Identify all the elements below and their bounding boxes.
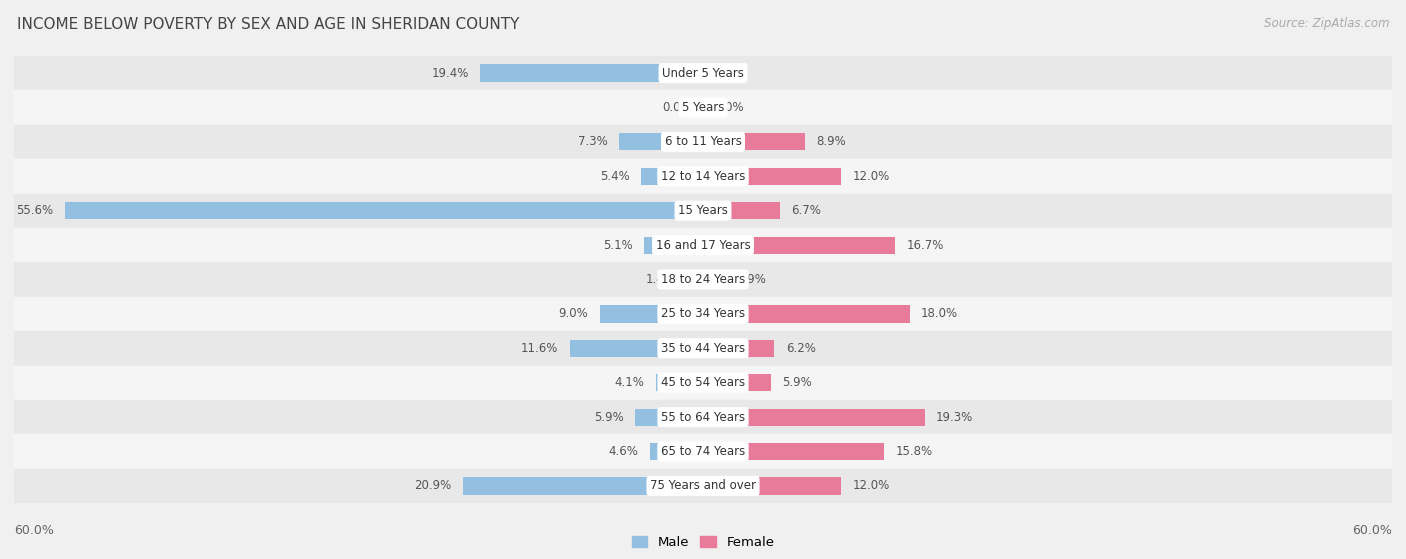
Text: 12.0%: 12.0% xyxy=(852,170,890,183)
Text: 60.0%: 60.0% xyxy=(14,524,53,537)
Bar xyxy=(14,434,1392,468)
Bar xyxy=(641,168,703,185)
Text: 6.2%: 6.2% xyxy=(786,342,815,355)
Bar xyxy=(14,366,1392,400)
Bar xyxy=(703,133,806,150)
Bar xyxy=(650,443,703,460)
Bar xyxy=(703,271,725,288)
Text: 12.0%: 12.0% xyxy=(852,480,890,492)
Text: 15.8%: 15.8% xyxy=(896,445,934,458)
Text: 5.9%: 5.9% xyxy=(782,376,813,389)
Text: 4.1%: 4.1% xyxy=(614,376,644,389)
Bar xyxy=(619,133,703,150)
Bar xyxy=(14,262,1392,297)
Bar xyxy=(657,374,703,391)
Bar xyxy=(703,202,780,219)
Bar xyxy=(703,443,884,460)
Text: 9.0%: 9.0% xyxy=(558,307,588,320)
Text: 45 to 54 Years: 45 to 54 Years xyxy=(661,376,745,389)
Text: 18.0%: 18.0% xyxy=(921,307,959,320)
Text: 4.6%: 4.6% xyxy=(609,445,638,458)
Text: 55 to 64 Years: 55 to 64 Years xyxy=(661,411,745,424)
Bar xyxy=(481,64,703,82)
Bar xyxy=(14,468,1392,503)
Bar xyxy=(599,305,703,323)
Text: 25 to 34 Years: 25 to 34 Years xyxy=(661,307,745,320)
Bar xyxy=(14,331,1392,366)
Bar xyxy=(703,236,894,254)
Text: 35 to 44 Years: 35 to 44 Years xyxy=(661,342,745,355)
Bar xyxy=(703,305,910,323)
Text: 16.7%: 16.7% xyxy=(907,239,943,252)
Text: INCOME BELOW POVERTY BY SEX AND AGE IN SHERIDAN COUNTY: INCOME BELOW POVERTY BY SEX AND AGE IN S… xyxy=(17,17,519,32)
Text: 75 Years and over: 75 Years and over xyxy=(650,480,756,492)
Text: 18 to 24 Years: 18 to 24 Years xyxy=(661,273,745,286)
Text: 6.7%: 6.7% xyxy=(792,204,821,217)
Bar xyxy=(14,91,1392,125)
Bar xyxy=(703,477,841,495)
Text: 19.3%: 19.3% xyxy=(936,411,973,424)
Bar xyxy=(688,271,703,288)
Bar xyxy=(636,409,703,426)
Bar xyxy=(569,340,703,357)
Bar xyxy=(703,374,770,391)
Bar xyxy=(463,477,703,495)
Text: 15 Years: 15 Years xyxy=(678,204,728,217)
Text: 16 and 17 Years: 16 and 17 Years xyxy=(655,239,751,252)
Text: 5.9%: 5.9% xyxy=(593,411,624,424)
Text: 6 to 11 Years: 6 to 11 Years xyxy=(665,135,741,148)
Text: 0.0%: 0.0% xyxy=(714,101,744,114)
Text: 1.4%: 1.4% xyxy=(645,273,675,286)
Bar xyxy=(703,168,841,185)
Bar xyxy=(14,400,1392,434)
Bar xyxy=(14,159,1392,193)
Bar xyxy=(65,202,703,219)
Bar xyxy=(14,193,1392,228)
Text: 1.9%: 1.9% xyxy=(737,273,766,286)
Bar xyxy=(703,409,925,426)
Legend: Male, Female: Male, Female xyxy=(626,531,780,555)
Text: 5.4%: 5.4% xyxy=(600,170,630,183)
Text: 7.3%: 7.3% xyxy=(578,135,607,148)
Bar xyxy=(14,297,1392,331)
Bar xyxy=(14,56,1392,91)
Text: 0.0%: 0.0% xyxy=(662,101,692,114)
Bar xyxy=(703,340,775,357)
Text: 19.4%: 19.4% xyxy=(432,67,468,79)
Text: 8.9%: 8.9% xyxy=(817,135,846,148)
Text: 12 to 14 Years: 12 to 14 Years xyxy=(661,170,745,183)
Text: 11.6%: 11.6% xyxy=(522,342,558,355)
Text: 5.1%: 5.1% xyxy=(603,239,633,252)
Text: Source: ZipAtlas.com: Source: ZipAtlas.com xyxy=(1264,17,1389,30)
Text: 60.0%: 60.0% xyxy=(1353,524,1392,537)
Text: 5 Years: 5 Years xyxy=(682,101,724,114)
Bar xyxy=(644,236,703,254)
Text: 55.6%: 55.6% xyxy=(15,204,53,217)
Text: 0.0%: 0.0% xyxy=(714,67,744,79)
Bar xyxy=(14,228,1392,262)
Text: Under 5 Years: Under 5 Years xyxy=(662,67,744,79)
Text: 20.9%: 20.9% xyxy=(415,480,451,492)
Text: 65 to 74 Years: 65 to 74 Years xyxy=(661,445,745,458)
Bar xyxy=(14,125,1392,159)
